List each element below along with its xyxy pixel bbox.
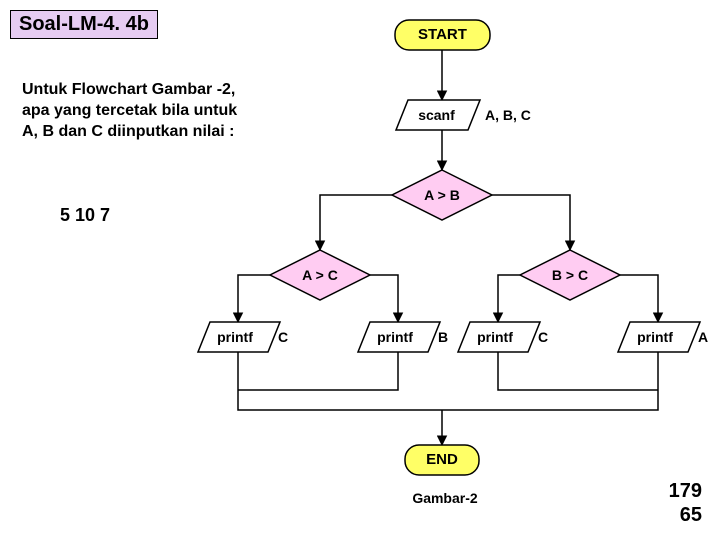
start-label: START	[395, 26, 490, 43]
p3-op: printf	[464, 329, 526, 345]
p1-op: printf	[204, 329, 266, 345]
p3-v: C	[538, 329, 556, 345]
scanf-label: scanf	[405, 107, 468, 123]
p4-op: printf	[624, 329, 686, 345]
input-values: 5 10 7	[60, 205, 110, 226]
d2-label: A > C	[270, 267, 370, 283]
end-label: END	[405, 451, 479, 468]
slide-title: Soal-LM-4. 4b	[10, 10, 158, 39]
page-number-top: 179	[669, 480, 702, 503]
p4-v: A	[698, 329, 716, 345]
d1-label: A > B	[392, 187, 492, 203]
p2-op: printf	[364, 329, 426, 345]
figure-caption: Gambar-2	[400, 490, 490, 506]
p1-v: C	[278, 329, 296, 345]
page-number-bottom: 65	[680, 504, 702, 527]
question-text: Untuk Flowchart Gambar -2, apa yang terc…	[22, 80, 252, 142]
d3-label: B > C	[520, 267, 620, 283]
p2-v: B	[438, 329, 456, 345]
scanf-args: A, B, C	[485, 107, 545, 123]
